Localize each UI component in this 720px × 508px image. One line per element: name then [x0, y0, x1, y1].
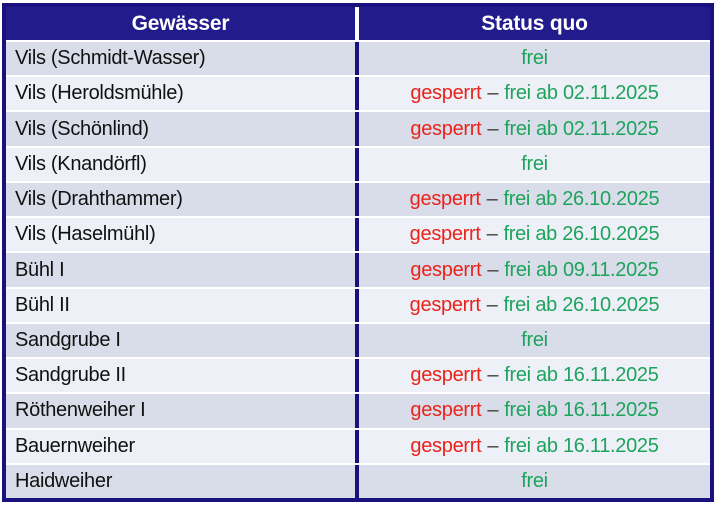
status-free-label: frei ab 16.11.2025: [504, 364, 659, 387]
status-closed-label: gesperrt: [410, 82, 482, 105]
status-cell: gesperrt – frei ab 16.11.2025: [359, 359, 710, 392]
status-cell: gesperrt – frei ab 02.11.2025: [359, 77, 710, 110]
status-cell: gesperrt – frei ab 09.11.2025: [359, 253, 710, 286]
water-name-cell: Vils (Schmidt-Wasser): [15, 47, 206, 70]
table-row: Haidweiher frei: [6, 462, 710, 499]
status-cell: frei: [359, 465, 710, 498]
status-separator: –: [486, 188, 498, 211]
water-name-cell: Vils (Haselmühl): [15, 223, 156, 246]
status-closed-label: gesperrt: [410, 364, 482, 387]
water-name-cell: Sandgrube I: [15, 328, 121, 351]
status-cell: gesperrt – frei ab 16.11.2025: [359, 430, 710, 463]
table-row: Röthenweiher I gesperrt – frei ab 16.11.…: [6, 392, 710, 428]
column-divider: [355, 359, 359, 393]
status-free-label: frei ab 02.11.2025: [504, 117, 659, 140]
table-row: Sandgrube II gesperrt – frei ab 16.11.20…: [6, 357, 710, 393]
status-cell: frei: [359, 324, 710, 357]
status-separator: –: [487, 364, 499, 387]
status-cell: gesperrt – frei ab 16.11.2025: [359, 394, 710, 427]
status-separator: –: [487, 399, 499, 422]
table-row: Bühl II gesperrt – frei ab 26.10.2025: [6, 286, 710, 322]
status-free-label: frei ab 16.11.2025: [504, 399, 659, 422]
status-free-label: frei ab 09.11.2025: [504, 258, 659, 281]
status-separator: –: [487, 258, 499, 281]
column-divider: [355, 218, 359, 252]
status-separator: –: [486, 223, 498, 246]
table-row: Vils (Drahthammer) gesperrt – frei ab 26…: [6, 180, 710, 217]
status-free-label: frei: [521, 152, 548, 175]
column-divider: [355, 429, 359, 463]
water-name-cell: Vils (Schönlind): [15, 117, 149, 140]
status-separator: –: [487, 82, 499, 105]
status-free-label: frei ab 02.11.2025: [504, 82, 659, 105]
table-row: Vils (Schönlind) gesperrt – frei ab 02.1…: [6, 110, 710, 146]
status-free-label: frei ab 16.11.2025: [504, 434, 659, 457]
column-divider: [355, 323, 359, 358]
table-row: Bühl I gesperrt – frei ab 09.11.2025: [6, 251, 710, 287]
water-name-cell: Sandgrube II: [15, 364, 126, 387]
status-cell: gesperrt – frei ab 02.11.2025: [359, 112, 710, 145]
water-name-cell: Bauernweiher: [15, 434, 135, 457]
status-free-label: frei: [521, 328, 548, 351]
status-closed-label: gesperrt: [409, 188, 481, 211]
column-divider: [355, 42, 359, 76]
column-divider: [355, 464, 359, 499]
status-closed-label: gesperrt: [409, 293, 481, 316]
water-name-cell: Bühl II: [15, 293, 70, 316]
water-name-cell: Vils (Heroldsmühle): [15, 82, 184, 105]
status-closed-label: gesperrt: [410, 258, 482, 281]
table-row: Vils (Heroldsmühle) gesperrt – frei ab 0…: [6, 75, 710, 111]
header-cell-gewaesser: Gewässer: [131, 11, 230, 35]
column-divider: [355, 394, 359, 428]
status-free-label: frei: [521, 47, 548, 70]
status-cell: frei: [359, 148, 710, 181]
table-row: Vils (Haselmühl) gesperrt – frei ab 26.1…: [6, 216, 710, 252]
table-row: Sandgrube I frei: [6, 321, 710, 358]
table-header-row: Gewässer Status quo: [6, 7, 710, 40]
column-divider: [355, 147, 359, 181]
status-free-label: frei ab 26.10.2025: [503, 293, 660, 316]
status-closed-label: gesperrt: [409, 223, 481, 246]
water-name-cell: Vils (Drahthammer): [15, 188, 183, 211]
header-cell-status-quo: Status quo: [481, 11, 588, 35]
status-closed-label: gesperrt: [410, 117, 482, 140]
table-row: Bauernweiher gesperrt – frei ab 16.11.20…: [6, 427, 710, 463]
water-name-cell: Vils (Knandörfl): [15, 152, 147, 175]
column-divider: [355, 288, 359, 322]
column-divider: [355, 253, 359, 287]
status-closed-label: gesperrt: [410, 434, 482, 457]
water-name-cell: Haidweiher: [15, 469, 113, 492]
status-closed-label: gesperrt: [410, 399, 482, 422]
status-free-label: frei: [521, 469, 548, 492]
water-status-table: Gewässer Status quo Vils (Schmidt-Wasser…: [2, 3, 714, 502]
status-free-label: frei ab 26.10.2025: [503, 223, 660, 246]
column-divider: [355, 77, 359, 111]
status-cell: gesperrt – frei ab 26.10.2025: [359, 183, 710, 216]
status-separator: –: [486, 293, 498, 316]
water-name-cell: Röthenweiher I: [15, 399, 146, 422]
status-cell: gesperrt – frei ab 26.10.2025: [359, 289, 710, 322]
status-separator: –: [487, 117, 499, 140]
status-cell: gesperrt – frei ab 26.10.2025: [359, 218, 710, 251]
table-body: Vils (Schmidt-Wasser) frei Vils (Herolds…: [6, 40, 710, 499]
column-divider: [355, 112, 359, 146]
status-cell: frei: [359, 42, 710, 75]
status-separator: –: [487, 434, 499, 457]
water-name-cell: Bühl I: [15, 258, 65, 281]
table-row: Vils (Schmidt-Wasser) frei: [6, 40, 710, 76]
column-divider: [355, 7, 359, 40]
status-free-label: frei ab 26.10.2025: [503, 188, 660, 211]
column-divider: [355, 182, 359, 217]
table-row: Vils (Knandörfl) frei: [6, 145, 710, 181]
